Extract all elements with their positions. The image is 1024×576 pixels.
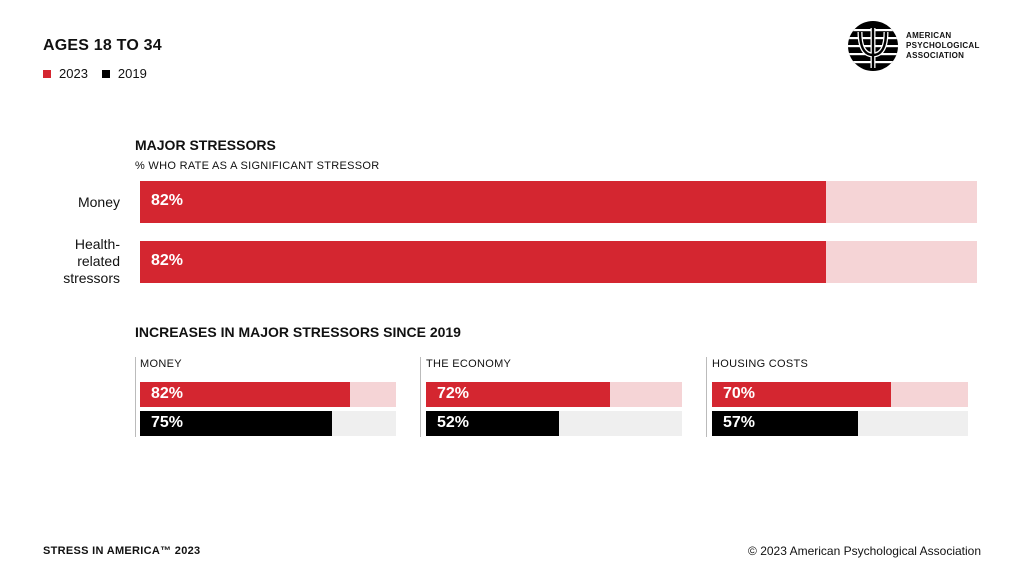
- legend-item-2023: 2023: [43, 66, 88, 81]
- panel-divider-housing: [706, 357, 707, 437]
- major-stressors-title: MAJOR STRESSORS: [135, 137, 276, 153]
- bar-economy-2023: [426, 382, 611, 407]
- category-label-money: Money: [77, 194, 120, 210]
- legend-item-2019: 2019: [101, 66, 147, 81]
- bar-value-money: 82%: [151, 192, 184, 209]
- bar-value-economy-2019: 52%: [437, 414, 470, 431]
- bar-housing-2023: [712, 382, 892, 407]
- bar-track-money-2023: 82%: [140, 382, 396, 407]
- footer-copyright: © 2023 American Psychological Associatio…: [748, 544, 981, 558]
- bar-economy-2019: [426, 411, 560, 436]
- panel-title-economy: THE ECONOMY: [426, 358, 512, 370]
- bar-value-economy-2023: 72%: [437, 385, 470, 402]
- bar-track-housing-2019: 57%: [712, 411, 968, 436]
- bar-track-housing-2023: 70%: [712, 382, 968, 407]
- bar-money-2019: [140, 411, 332, 436]
- bar-value-health: 82%: [151, 252, 184, 269]
- apa-logo: AMERICAN PSYCHOLOGICAL ASSOCIATION: [847, 20, 980, 72]
- bar-value-money-2019: 75%: [151, 414, 184, 431]
- panel-divider-economy: [420, 357, 421, 437]
- bar-health-2023: [140, 241, 827, 283]
- logo-line-3: ASSOCIATION: [906, 51, 965, 60]
- bar-track-money: 82%: [140, 181, 977, 223]
- panel-title-housing: HOUSING COSTS: [712, 358, 809, 370]
- legend-swatch-2023: [43, 69, 51, 78]
- panel-title-money: MONEY: [140, 358, 182, 370]
- bar-housing-2019: [712, 411, 858, 436]
- category-label-health: Health- related stressors: [63, 236, 120, 286]
- bar-track-money-2019: 75%: [140, 411, 396, 436]
- major-stressors-subtitle: % WHO RATE AS A SIGNIFICANT STRESSOR: [135, 160, 380, 172]
- footer-source: STRESS IN AMERICA™ 2023: [43, 545, 201, 557]
- legend: 2023 2019: [43, 66, 161, 81]
- logo-line-1: AMERICAN: [906, 31, 952, 40]
- logo-line-2: PSYCHOLOGICAL: [906, 41, 980, 50]
- bar-value-housing-2023: 70%: [723, 385, 756, 402]
- bar-value-money-2023: 82%: [151, 385, 184, 402]
- legend-swatch-2019: [101, 69, 110, 78]
- bar-money-2023-increase: [140, 382, 350, 407]
- legend-label-2023: 2023: [59, 66, 88, 81]
- apa-psi-logo-icon: [848, 21, 898, 71]
- bar-money-2023: [140, 181, 827, 223]
- legend-label-2019: 2019: [117, 66, 147, 81]
- increases-title: INCREASES IN MAJOR STRESSORS SINCE 2019: [135, 324, 461, 340]
- logo-wordmark: AMERICAN PSYCHOLOGICAL ASSOCIATION: [906, 31, 980, 61]
- bar-track-economy-2023: 72%: [426, 382, 682, 407]
- page-title: AGES 18 TO 34: [43, 37, 162, 54]
- bar-track-economy-2019: 52%: [426, 411, 682, 436]
- bar-value-housing-2019: 57%: [723, 414, 756, 431]
- panel-divider-money: [135, 357, 136, 437]
- bar-track-health: 82%: [140, 241, 977, 283]
